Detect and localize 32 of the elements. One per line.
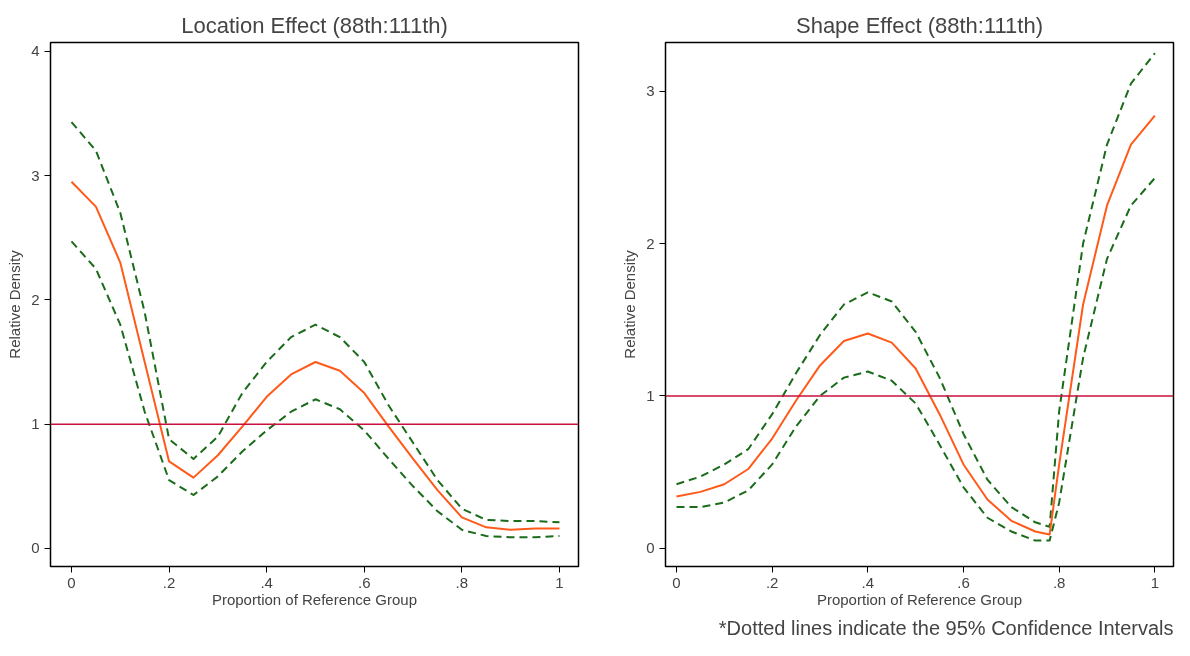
x-tick-label: .4 xyxy=(861,573,875,591)
y-axis-title: Relative Density xyxy=(621,249,639,359)
y-tick-label: 2 xyxy=(31,290,40,308)
y-tick-label: 1 xyxy=(646,386,655,404)
chart-title: Shape Effect (88th:111th) xyxy=(795,12,1044,38)
x-tick-label: .6 xyxy=(358,573,371,591)
y-tick-label: 0 xyxy=(31,539,40,557)
line-series xyxy=(70,180,561,531)
text: *Dotted lines indicate the 95% Confidence Intervals xyxy=(718,616,1174,639)
x-tick-label: 1 xyxy=(555,573,564,591)
x-tick-label: .8 xyxy=(1052,573,1066,591)
x-tick-label: .8 xyxy=(455,573,469,591)
line-series xyxy=(675,177,1156,542)
x-tick-label: .6 xyxy=(957,573,970,591)
y-tick-label: 1 xyxy=(31,415,40,433)
y-axis-title: Relative Density xyxy=(6,249,24,359)
y-tick-label: 3 xyxy=(646,82,655,100)
x-tick-label: .4 xyxy=(260,573,273,591)
x-tick-label: 0 xyxy=(672,573,681,591)
y-tick-label: 2 xyxy=(646,234,655,252)
y-tick-label: 3 xyxy=(31,166,40,184)
chart-title: Location Effect (88th:111th) xyxy=(181,12,448,38)
y-tick-label: 0 xyxy=(646,539,655,557)
line-series xyxy=(70,240,561,539)
x-axis-title: Proportion of Reference Group xyxy=(211,590,418,608)
x-axis-title: Proportion of Reference Group xyxy=(816,590,1023,608)
line-series xyxy=(70,121,561,524)
y-tick-label: 4 xyxy=(31,42,40,60)
x-tick-label: .2 xyxy=(162,573,176,591)
x-tick-label: .2 xyxy=(765,573,779,591)
x-tick-label: 1 xyxy=(1150,573,1160,591)
x-tick-label: 0 xyxy=(67,573,76,591)
